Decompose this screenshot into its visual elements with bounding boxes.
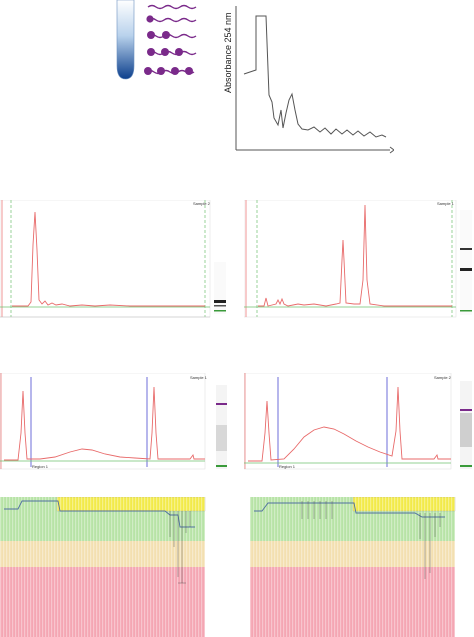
gel-marker-green	[460, 465, 472, 467]
molecule-row-2	[146, 15, 197, 23]
gel-band	[460, 248, 472, 250]
gel-band-2	[460, 268, 472, 271]
sample-label: Sample 2	[434, 375, 452, 380]
profile-line	[4, 500, 195, 528]
molecule-row-4	[147, 48, 197, 56]
tick-marks	[301, 501, 441, 579]
molecule-row-1	[147, 4, 197, 10]
x-axis-arrow	[389, 146, 394, 154]
absorbance-trace	[243, 15, 387, 138]
tick-marks	[169, 511, 191, 584]
sample-label: Sample 1	[190, 375, 208, 380]
gel-marker-purple	[460, 409, 472, 411]
electropherogram-panel-2: Sample 1	[244, 200, 474, 320]
gel-smear	[216, 425, 227, 451]
trace	[258, 204, 452, 307]
gel-lane	[460, 210, 472, 315]
sample-label: Sample 2	[193, 201, 211, 206]
gel-marker-green	[216, 465, 227, 467]
zone-plot-left	[0, 497, 210, 637]
molecule-row-5	[144, 67, 195, 75]
sample-label: Sample 1	[437, 201, 455, 206]
gel-smear	[460, 413, 472, 447]
gel-band-2	[214, 305, 226, 307]
gel-band	[214, 300, 226, 303]
region-label: Region 1	[279, 464, 296, 469]
gradient-tube-illustration	[110, 0, 210, 82]
profile-line	[254, 502, 445, 518]
gel-marker-green	[460, 310, 472, 312]
absorbance-sketch: Absorbance 254 nm	[222, 0, 394, 158]
trace	[12, 211, 205, 307]
electropherogram-panel-4: Sample 2 Region 1	[244, 373, 474, 473]
trace	[4, 386, 205, 461]
molecule-row-3	[147, 31, 197, 39]
electropherogram-panel-3: Sample 1 Region 1	[0, 373, 228, 473]
y-axis-label: Absorbance 254 nm	[223, 12, 233, 93]
gel-marker-green	[214, 310, 226, 312]
trace	[248, 386, 451, 462]
electropherogram-panel-1: Sample 2	[0, 200, 228, 320]
gel-marker-purple	[216, 403, 227, 405]
region-label: Region 1	[32, 464, 49, 469]
gradient-tube	[116, 0, 135, 80]
zone-plot-right	[250, 497, 460, 637]
